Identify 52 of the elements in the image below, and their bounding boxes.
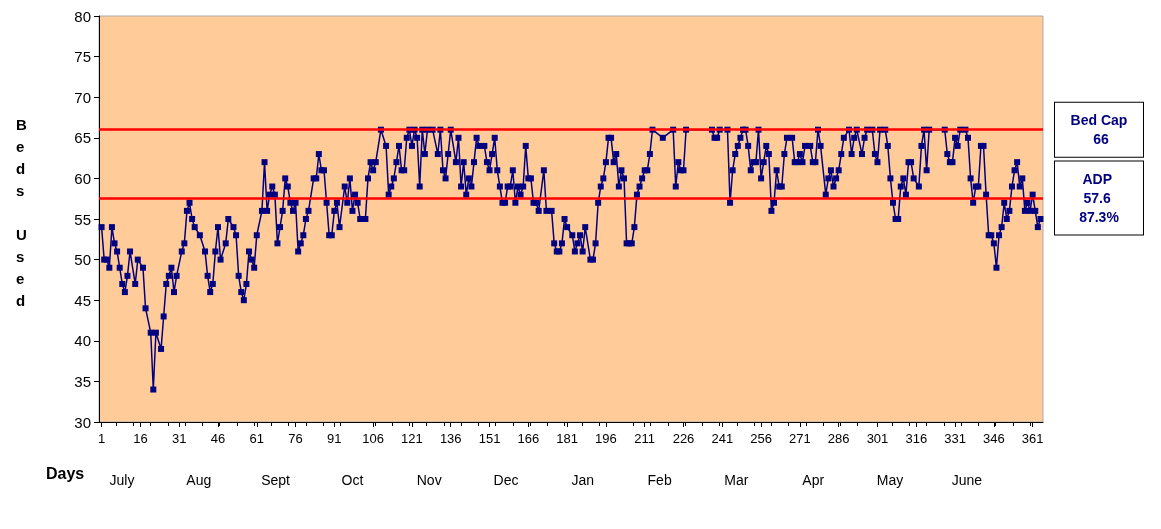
x-tick-label: 331 <box>944 431 966 446</box>
x-tick-label: 61 <box>249 431 264 446</box>
text: Sept <box>261 472 291 488</box>
text: Feb <box>647 472 672 488</box>
x-tick-label: 226 <box>672 431 695 446</box>
y-tick-label: 40 <box>74 332 91 350</box>
x-tick-label: 256 <box>750 431 772 446</box>
x-tick-label: 241 <box>711 431 734 446</box>
x-tick-label: 316 <box>905 431 928 446</box>
x-tick-label: 121 <box>401 431 423 446</box>
y-tick-label: 35 <box>74 372 91 390</box>
x-tick-label: 91 <box>327 431 342 446</box>
text: Beds Used <box>16 115 27 309</box>
y-tick-label: 30 <box>74 413 91 431</box>
y-tick-label: 65 <box>74 129 91 147</box>
x-tick-label: 1 <box>97 431 106 446</box>
x-tick-label: 271 <box>789 431 811 446</box>
x-axis-title: Days <box>46 464 85 482</box>
y-tick-label: 75 <box>74 48 91 66</box>
x-tick-label: 166 <box>517 431 540 446</box>
x-tick-label: 31 <box>171 431 187 446</box>
text: Aug <box>186 472 212 488</box>
x-tick-label: 286 <box>827 431 850 446</box>
x-tick-label: 46 <box>210 431 226 446</box>
y-tick-label: 55 <box>74 210 91 228</box>
ref-line-label: ADP 57.6 87.3% <box>1079 170 1120 225</box>
x-tick-label: 346 <box>983 431 1005 446</box>
x-tick-label: 76 <box>288 431 303 446</box>
text: May <box>876 472 904 488</box>
y-tick-label: 60 <box>74 169 91 187</box>
x-tick-label: 151 <box>478 431 501 446</box>
text: Mar <box>724 472 749 488</box>
y-tick-label: 80 <box>74 7 91 25</box>
text: Oct <box>341 472 364 488</box>
x-tick-label: 301 <box>866 431 889 446</box>
text: July <box>109 472 135 488</box>
x-tick-label: 106 <box>362 431 384 446</box>
x-tick-label: 211 <box>634 431 656 446</box>
text: Dec <box>493 472 519 488</box>
x-tick-label: 136 <box>439 431 462 446</box>
x-tick-label: 16 <box>133 431 148 446</box>
text: Nov <box>416 472 442 488</box>
x-tick-label: 181 <box>556 431 578 446</box>
text: Apr <box>802 472 825 488</box>
x-tick-label: 361 <box>1021 431 1044 446</box>
text: Jan <box>571 472 595 488</box>
x-tick-label: 196 <box>595 431 617 446</box>
text: June <box>951 472 983 488</box>
y-tick-label: 45 <box>74 291 91 309</box>
ref-line-label: Bed Cap 66 <box>1070 112 1128 148</box>
y-tick-label: 50 <box>74 251 91 269</box>
y-tick-label: 70 <box>74 88 91 106</box>
